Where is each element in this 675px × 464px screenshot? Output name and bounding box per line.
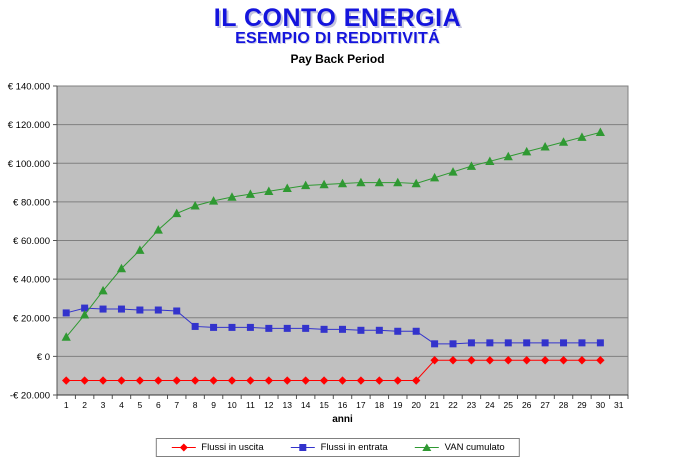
svg-text:7: 7 [174, 400, 179, 410]
page-subtitle: ESEMPIO DI REDDITIVITÁ [235, 30, 440, 48]
title-block: IL CONTO ENERGIA ESEMPIO DI REDDITIVITÁ … [0, 5, 675, 66]
series-flussi-in-uscita [62, 356, 605, 385]
legend-label-van-cumulato: VAN cumulato [444, 442, 505, 453]
svg-text:19: 19 [393, 400, 403, 410]
x-axis-labels: 1 2 3 4 5 6 7 8 9 10 11 12 13 14 15 16 17 18 19 20 21 22 23 24 2… [64, 400, 624, 410]
legend-item-van-cumulato: VAN cumulato [414, 442, 505, 453]
page-title: IL CONTO ENERGIA [213, 4, 462, 32]
square-marker-icon [290, 444, 315, 451]
svg-text:€ 140.000: € 140.000 [8, 82, 50, 93]
svg-text:4: 4 [119, 400, 124, 410]
svg-text:15: 15 [319, 400, 329, 410]
svg-text:29: 29 [577, 400, 587, 410]
x-axis-title: anni [332, 414, 353, 425]
svg-text:5: 5 [138, 400, 143, 410]
svg-text:€ 40.000: € 40.000 [13, 275, 50, 286]
legend-label-flussi-in-entrata: Flussi in entrata [320, 442, 388, 453]
chart-title: Pay Back Period [290, 52, 385, 67]
svg-text:20: 20 [411, 400, 421, 410]
svg-text:1: 1 [64, 400, 69, 410]
svg-text:18: 18 [375, 400, 385, 410]
svg-text:26: 26 [522, 400, 532, 410]
axes [56, 86, 628, 396]
legend: Flussi in uscita Flussi in entrata VAN c… [155, 438, 520, 457]
svg-text:-€ 20.000: -€ 20.000 [10, 391, 50, 402]
svg-text:€ 60.000: € 60.000 [13, 236, 50, 247]
svg-text:9: 9 [211, 400, 216, 410]
gridlines [53, 85, 628, 396]
svg-text:€ 20.000: € 20.000 [13, 313, 50, 324]
diamond-marker-icon [171, 443, 196, 452]
svg-text:23: 23 [467, 400, 477, 410]
svg-text:27: 27 [540, 400, 550, 410]
svg-text:6: 6 [156, 400, 161, 410]
triangle-marker-icon [414, 443, 439, 451]
svg-text:3: 3 [101, 400, 106, 410]
svg-text:€ 120.000: € 120.000 [8, 120, 50, 131]
svg-text:25: 25 [504, 400, 514, 410]
svg-text:2: 2 [82, 400, 87, 410]
legend-item-flussi-in-uscita: Flussi in uscita [170, 442, 264, 453]
svg-text:21: 21 [430, 400, 440, 410]
svg-text:30: 30 [596, 400, 606, 410]
svg-text:€ 80.000: € 80.000 [13, 197, 50, 208]
svg-text:€ 0: € 0 [37, 352, 50, 363]
svg-text:€ 100.000: € 100.000 [8, 159, 50, 170]
svg-text:11: 11 [246, 400, 255, 410]
series-flussi-in-entrata [62, 304, 604, 348]
svg-text:13: 13 [283, 400, 293, 410]
svg-text:31: 31 [614, 400, 624, 410]
svg-text:14: 14 [301, 400, 311, 410]
svg-text:17: 17 [356, 400, 366, 410]
svg-text:8: 8 [193, 400, 198, 410]
y-axis-labels: € 140.000 € 120.000 € 100.000 € 80.000 € 60.… [8, 82, 50, 402]
x-axis-ticks [56, 395, 629, 399]
svg-text:24: 24 [485, 400, 495, 410]
svg-text:22: 22 [448, 400, 458, 410]
svg-text:16: 16 [338, 400, 348, 410]
svg-text:12: 12 [264, 400, 274, 410]
svg-text:28: 28 [559, 400, 569, 410]
svg-text:10: 10 [227, 400, 237, 410]
legend-item-flussi-in-entrata: Flussi in entrata [290, 442, 388, 453]
legend-label-flussi-in-uscita: Flussi in uscita [201, 442, 264, 453]
series-van-cumulato [61, 127, 605, 341]
